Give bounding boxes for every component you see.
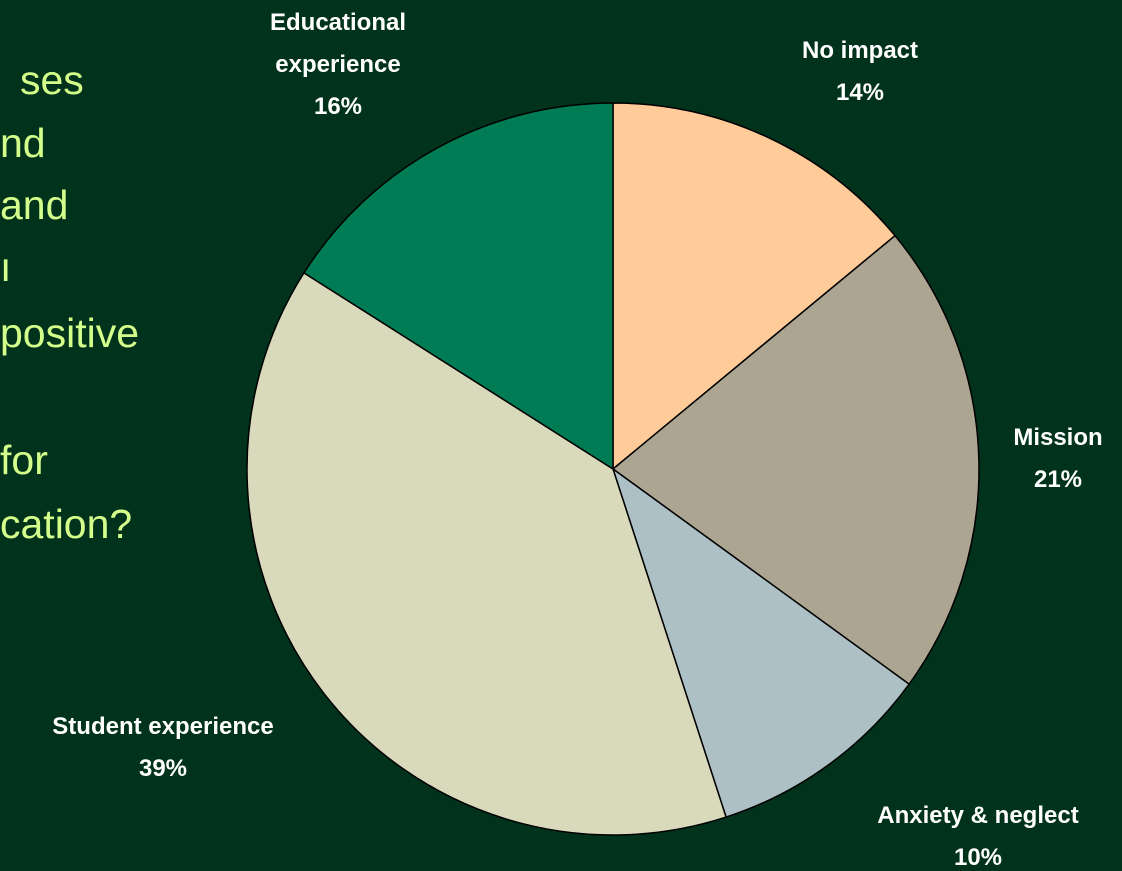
slice-name: No impact <box>802 37 918 64</box>
slice-label: Anxiety & neglect 10% <box>877 802 1078 871</box>
background-text-line: ı <box>0 244 12 290</box>
background-text-line: positive <box>0 310 140 356</box>
background-text-line: cation? <box>0 501 133 547</box>
background-text-line: nd <box>0 120 46 166</box>
slice-label: Student experience 39% <box>52 713 273 782</box>
slice-label: Educational experience 16% <box>270 9 406 120</box>
slice-percent: 16% <box>314 93 362 120</box>
slice-percent: 39% <box>139 755 187 782</box>
slice-name: Mission <box>1013 424 1102 451</box>
slice-percent: 10% <box>954 844 1002 871</box>
background-text-line: for <box>0 437 48 483</box>
background-text-line: ses <box>20 57 84 103</box>
pie-slice-no-impact <box>612 102 897 471</box>
slice-percent: 21% <box>1034 466 1082 493</box>
pie-slice-student-experience <box>246 271 728 836</box>
slice-label: Mission 21% <box>1013 424 1102 493</box>
slice-percent: 14% <box>836 79 884 106</box>
pie-labels: No impact 14% Mission 21% Anxiety & neglect 1… <box>52 9 1102 871</box>
slice-name: Student experience <box>52 713 273 740</box>
slice-name: experience <box>275 51 400 78</box>
slice-name: Anxiety & neglect <box>877 802 1078 829</box>
slice-label: No impact 14% <box>802 37 918 106</box>
slice-name: Educational <box>270 9 406 36</box>
pie-slice-anxiety-neglect <box>611 467 911 819</box>
background-text-line: and <box>0 182 69 228</box>
pie-slice-mission <box>611 234 980 686</box>
pie-slices <box>246 102 980 836</box>
pie-slice-educational-experience <box>302 102 614 471</box>
